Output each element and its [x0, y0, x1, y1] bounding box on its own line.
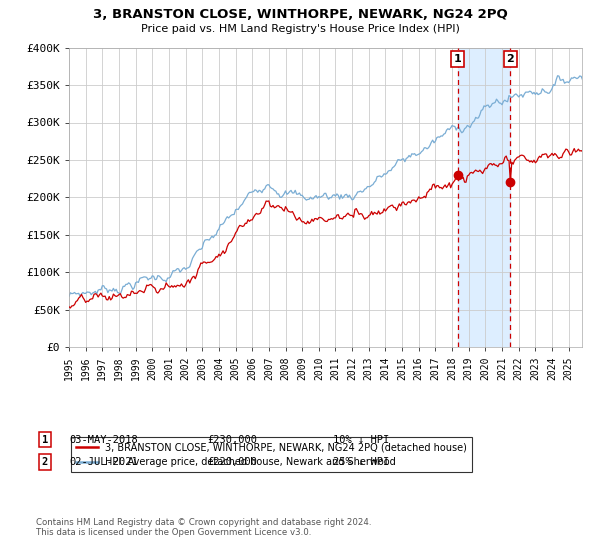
Text: 3, BRANSTON CLOSE, WINTHORPE, NEWARK, NG24 2PQ: 3, BRANSTON CLOSE, WINTHORPE, NEWARK, NG… [92, 8, 508, 21]
Legend: 3, BRANSTON CLOSE, WINTHORPE, NEWARK, NG24 2PQ (detached house), HPI: Average pr: 3, BRANSTON CLOSE, WINTHORPE, NEWARK, NG… [71, 437, 472, 472]
Text: 02-JUL-2021: 02-JUL-2021 [69, 457, 138, 467]
Text: 03-MAY-2018: 03-MAY-2018 [69, 435, 138, 445]
Text: 25% ↓ HPI: 25% ↓ HPI [333, 457, 389, 467]
Text: 2: 2 [506, 54, 514, 64]
Text: Contains HM Land Registry data © Crown copyright and database right 2024.
This d: Contains HM Land Registry data © Crown c… [36, 518, 371, 538]
Text: £220,000: £220,000 [207, 457, 257, 467]
Text: Price paid vs. HM Land Registry's House Price Index (HPI): Price paid vs. HM Land Registry's House … [140, 24, 460, 34]
Text: £230,000: £230,000 [207, 435, 257, 445]
Text: 1: 1 [454, 54, 461, 64]
Text: 1: 1 [42, 435, 48, 445]
Bar [458, 48, 511, 347]
Text: 10% ↓ HPI: 10% ↓ HPI [333, 435, 389, 445]
Text: 2: 2 [42, 457, 48, 467]
